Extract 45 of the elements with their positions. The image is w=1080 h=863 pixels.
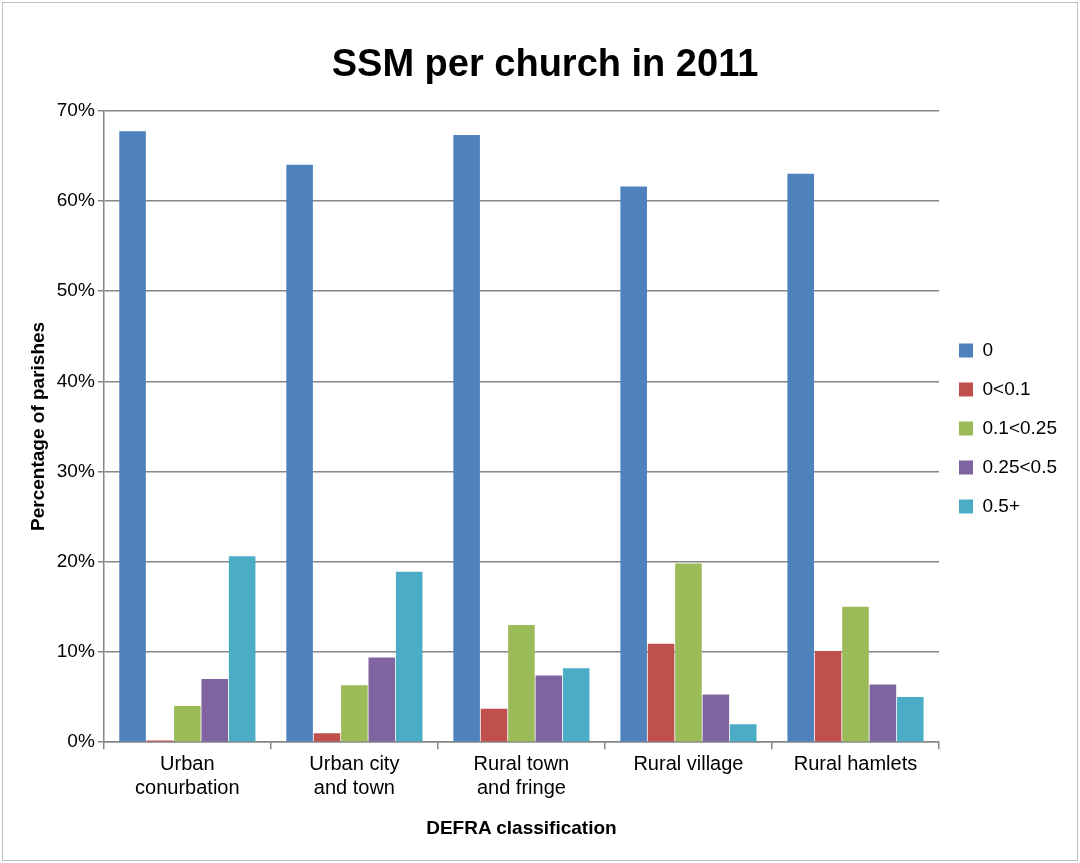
bar (368, 657, 396, 742)
bar (453, 134, 480, 742)
bar (729, 724, 757, 742)
bar (869, 684, 897, 742)
bar (814, 651, 842, 742)
bar (228, 556, 256, 742)
x-tick-label: Rural town and fringe (473, 751, 570, 798)
y-tick-label: 50% (56, 279, 95, 301)
legend-label: 0 (982, 338, 994, 360)
bar (286, 164, 313, 742)
legend-label: 0<0.1 (982, 377, 1031, 399)
bar (897, 697, 924, 742)
y-tick-label: 20% (56, 549, 95, 571)
bar (535, 675, 563, 742)
legend-label: 0.5+ (982, 494, 1021, 516)
bar (675, 563, 702, 742)
bar (480, 708, 508, 742)
bar (313, 733, 341, 742)
bar (201, 679, 229, 742)
y-tick-label: 70% (56, 98, 95, 120)
x-tick-label: Rural hamlets (793, 751, 918, 774)
y-tick-label: 40% (56, 369, 95, 391)
bar (620, 186, 647, 742)
y-tick-label: 60% (56, 189, 95, 211)
chart-title: SSM per church in 2011 (331, 42, 759, 85)
x-tick-label: Urban city and town (309, 751, 400, 798)
y-axis-title: Percentage of parishes (26, 321, 48, 531)
bar (341, 685, 368, 742)
y-tick-label: 10% (56, 640, 95, 662)
bar (647, 643, 675, 742)
bar (119, 131, 146, 742)
bar (842, 606, 869, 742)
x-axis-title: DEFRA classification (426, 816, 617, 838)
legend-label: 0.25<0.5 (982, 455, 1058, 477)
bar (174, 706, 201, 742)
legend-label: 0.1<0.25 (982, 416, 1058, 438)
x-tick-label: Rural village (633, 751, 744, 774)
y-tick-label: 0% (67, 730, 95, 752)
bar (395, 571, 423, 742)
y-tick-label: 30% (56, 459, 95, 481)
bar (562, 668, 590, 742)
bar (702, 694, 730, 742)
x-tick-label: Urban conurbation (135, 751, 240, 798)
bar (508, 624, 535, 742)
bar (787, 173, 814, 742)
